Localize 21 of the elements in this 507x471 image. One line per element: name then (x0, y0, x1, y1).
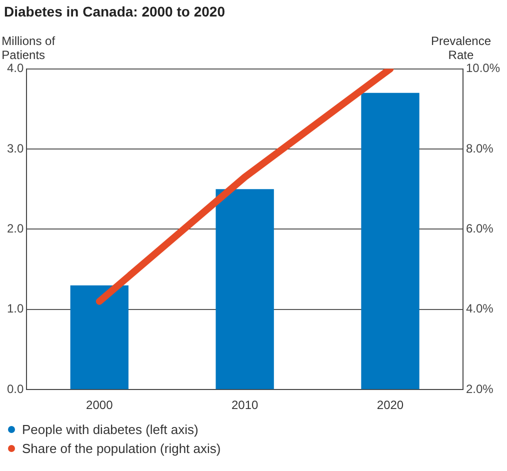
y2-tick-label: 10.0% (466, 61, 500, 76)
y2-tick-label: 4.0% (466, 302, 494, 316)
chart-title: Diabetes in Canada: 2000 to 2020 (4, 3, 226, 20)
y-tick-label: 2.0 (6, 222, 24, 236)
y2-tick-label: 6.0% (466, 222, 494, 236)
y-axis-title: Millions of Patients (2, 34, 56, 62)
y-tick-label: 4.0 (6, 61, 24, 76)
bar (361, 92, 420, 390)
bar (70, 285, 128, 390)
x-tick-label: 2010 (231, 398, 258, 412)
legend-label: People with diabetes (left axis) (22, 422, 198, 437)
legend-label: Share of the population (right axis) (22, 441, 221, 456)
x-tick-label: 2000 (86, 398, 114, 412)
y-tick-label: 0.0 (6, 382, 24, 396)
y-tick-label: 1.0 (6, 302, 24, 316)
bar (216, 189, 274, 390)
y2-tick-label: 8.0% (466, 141, 494, 156)
y2-axis-title: Prevalence Rate (430, 34, 492, 62)
y2-tick-label: 2.0% (466, 382, 494, 396)
x-tick-label: 2020 (376, 398, 404, 412)
y-tick-label: 3.0 (6, 141, 24, 156)
